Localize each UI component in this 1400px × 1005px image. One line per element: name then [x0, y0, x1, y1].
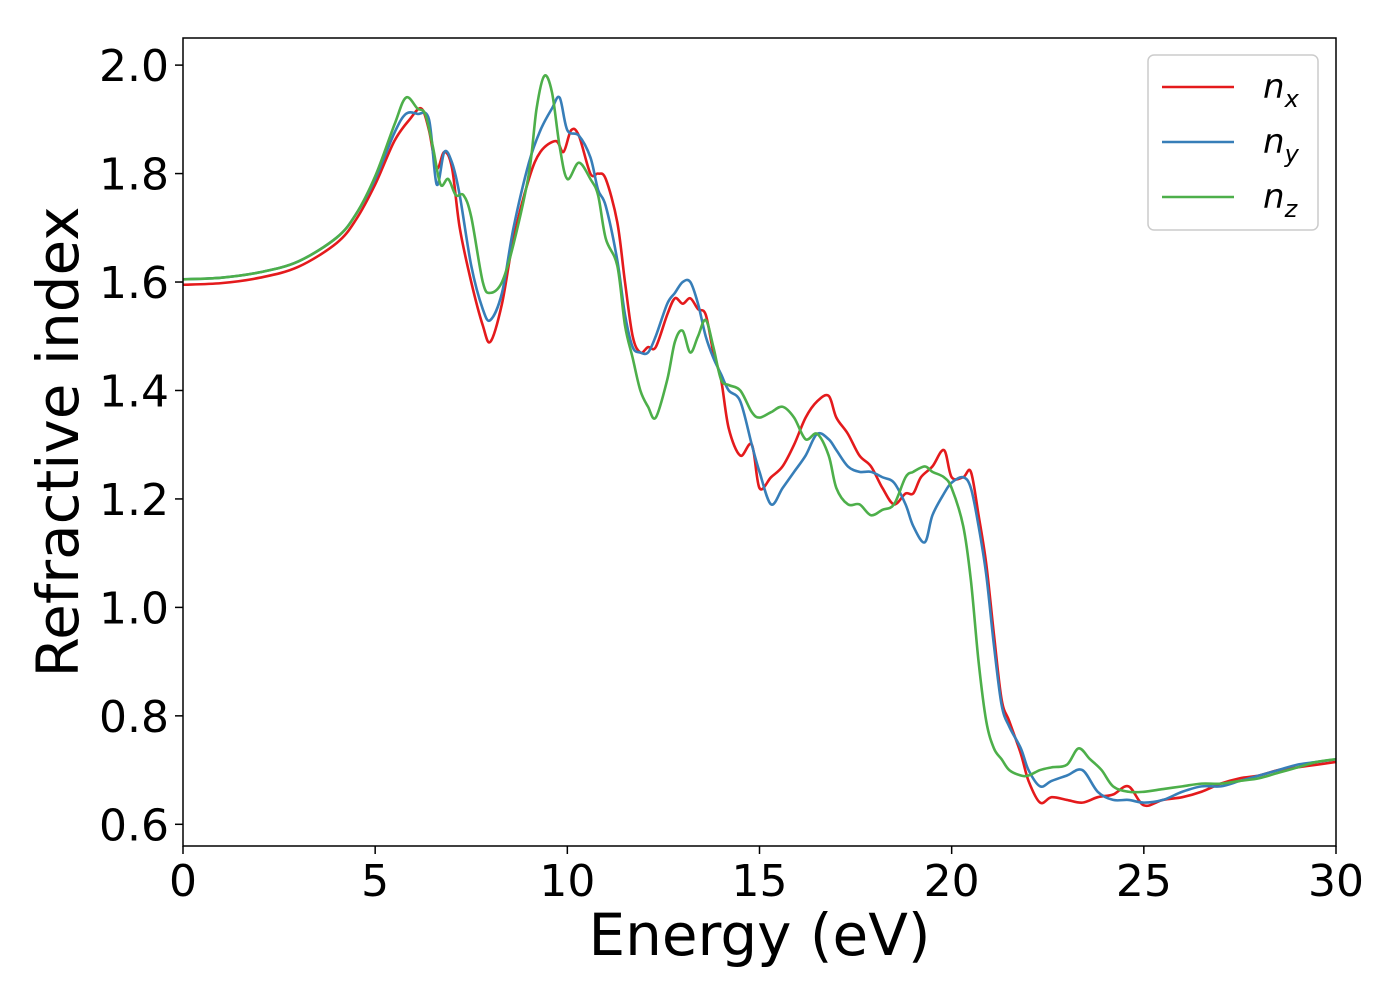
x-tick-label: 25: [1116, 856, 1172, 907]
y-tick-label: 2.0: [99, 41, 169, 92]
series-line-ny: [183, 95, 1336, 804]
x-tick-label: 20: [924, 856, 980, 907]
y-tick-label: 1.0: [99, 583, 169, 634]
legend-label-subscript: y: [1284, 140, 1300, 168]
legend-label-main: n: [1263, 67, 1285, 107]
legend-label-ny: ny: [1263, 122, 1300, 168]
series-line-nx: [183, 106, 1336, 808]
legend-label-main: n: [1263, 177, 1285, 217]
legend-label-subscript: z: [1284, 195, 1299, 223]
legend-label-nz: nz: [1263, 177, 1299, 223]
y-axis-ticks: 0.6 0.8 1.0 1.2 1.4 1.6 1.8 2.0: [99, 41, 183, 851]
y-tick-label: 1.8: [99, 150, 169, 201]
series-layer: [183, 74, 1336, 808]
legend-label-subscript: x: [1284, 85, 1300, 113]
x-tick-label: 30: [1308, 856, 1364, 907]
y-tick-label: 0.8: [99, 692, 169, 743]
x-axis-label: Energy (eV): [588, 901, 930, 969]
y-axis-label: Refractive index: [24, 206, 92, 677]
x-axis-ticks: 0 5 10 15 20 25 30: [169, 846, 1364, 907]
x-tick-label: 0: [169, 856, 197, 907]
x-tick-label: 10: [539, 856, 595, 907]
series-line-nz: [183, 74, 1336, 794]
y-tick-label: 1.4: [99, 366, 169, 417]
legend-label-nx: nx: [1263, 67, 1300, 113]
y-tick-label: 0.6: [99, 800, 169, 851]
x-tick-label: 5: [361, 856, 389, 907]
y-tick-label: 1.6: [99, 258, 169, 309]
y-tick-label: 1.2: [99, 475, 169, 526]
legend-label-main: n: [1263, 122, 1285, 162]
x-tick-label: 15: [732, 856, 788, 907]
